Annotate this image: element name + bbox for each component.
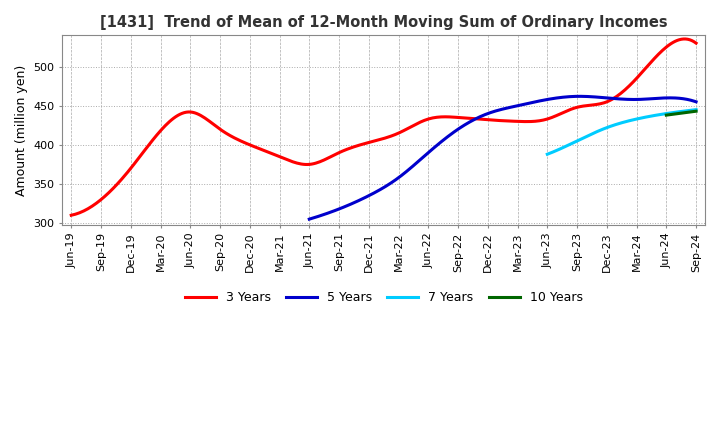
3 Years xyxy=(439,114,448,120)
Line: 10 Years: 10 Years xyxy=(666,111,696,115)
Line: 7 Years: 7 Years xyxy=(547,110,696,154)
Line: 5 Years: 5 Years xyxy=(310,96,696,219)
7 Years xyxy=(678,109,686,114)
3 Years xyxy=(692,40,701,46)
Title: [1431]  Trend of Mean of 12-Month Moving Sum of Ordinary Incomes: [1431] Trend of Mean of 12-Month Moving … xyxy=(100,15,667,30)
3 Years xyxy=(437,114,446,120)
5 Years xyxy=(306,216,315,221)
7 Years xyxy=(543,152,552,157)
7 Years xyxy=(634,116,643,121)
3 Years xyxy=(67,213,76,218)
3 Years xyxy=(69,212,78,217)
7 Years xyxy=(544,151,552,157)
7 Years xyxy=(692,107,701,112)
Legend: 3 Years, 5 Years, 7 Years, 10 Years: 3 Years, 5 Years, 7 Years, 10 Years xyxy=(179,286,588,309)
Line: 3 Years: 3 Years xyxy=(71,39,696,215)
5 Years xyxy=(657,95,665,101)
Y-axis label: Amount (million yen): Amount (million yen) xyxy=(15,64,28,196)
10 Years xyxy=(692,109,701,114)
7 Years xyxy=(631,117,640,122)
5 Years xyxy=(305,216,314,222)
10 Years xyxy=(662,113,670,118)
3 Years xyxy=(634,75,642,80)
5 Years xyxy=(541,97,550,103)
3 Years xyxy=(593,102,602,107)
7 Years xyxy=(668,110,677,115)
5 Years xyxy=(535,98,544,103)
5 Years xyxy=(632,97,641,102)
3 Years xyxy=(449,114,458,120)
5 Years xyxy=(692,99,701,104)
5 Years xyxy=(534,99,543,104)
7 Years xyxy=(631,117,639,122)
3 Years xyxy=(679,37,688,42)
5 Years xyxy=(575,94,584,99)
